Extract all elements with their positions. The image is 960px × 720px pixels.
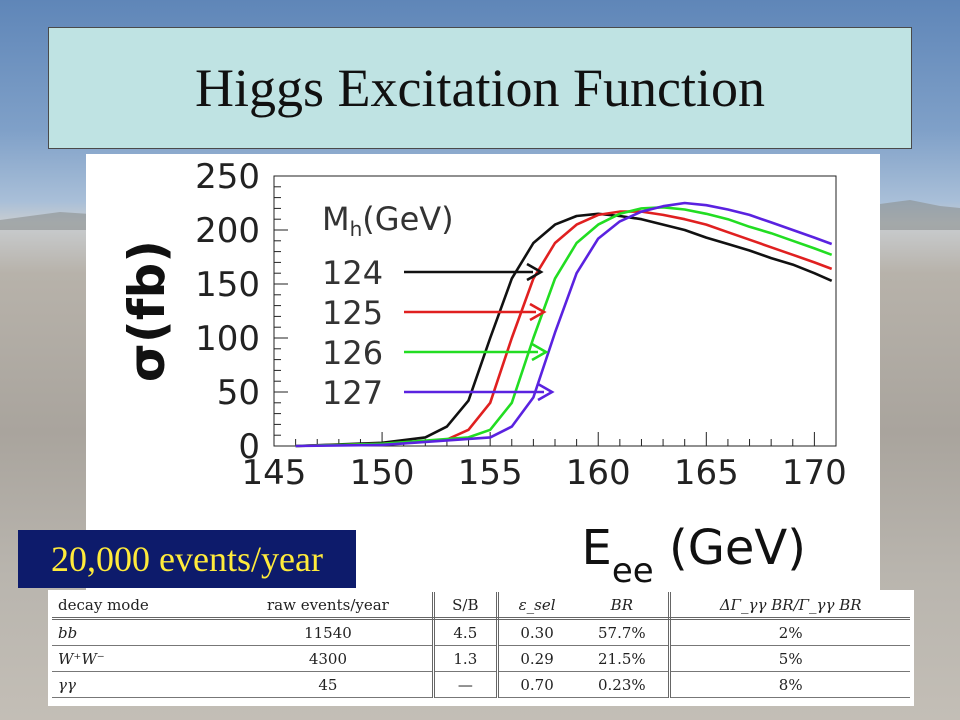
cell-delta-gamma: 5% [669, 645, 910, 672]
cell-eps-sel: 0.29 [497, 645, 576, 672]
cell-raw-events: 4300 [224, 645, 435, 672]
cell-delta-gamma: 8% [669, 671, 910, 698]
x-axis-label-subscript: ee [612, 551, 654, 590]
cell-br: 0.23% [575, 671, 672, 698]
legend-label-127: 127 [322, 374, 383, 412]
legend-title-unit: (GeV) [362, 200, 453, 238]
series-line-127 [295, 201, 833, 448]
x-tick-label: 165 [674, 453, 739, 493]
title-banner: Higgs Excitation Function [48, 27, 912, 149]
x-tick-label: 145 [242, 453, 307, 493]
cell-delta-gamma: 2% [669, 618, 910, 646]
decay-table-panel: decay mode raw events/year S/B ε_sel BR … [48, 590, 914, 706]
x-axis-label: Eee (GeV) [582, 520, 806, 590]
decay-table: decay mode raw events/year S/B ε_sel BR … [52, 592, 910, 698]
y-tick-label: 0 [238, 427, 260, 467]
cell-decay-mode: bb [52, 618, 224, 646]
slide-title: Higgs Excitation Function [195, 58, 765, 118]
chart-panel: 0 50 100 150 200 250 145 150 155 160 165 170 Mh(GeV… [86, 154, 880, 590]
legend-arrow-head-124 [526, 262, 544, 282]
legend-arrow-head-126 [531, 342, 549, 362]
header-sb: S/B [433, 592, 499, 620]
legend-arrow-head-127 [537, 382, 555, 402]
cell-br: 57.7% [575, 618, 672, 646]
y-tick-label: 250 [195, 157, 260, 197]
legend-arrow-head-125 [529, 302, 547, 322]
x-tick-label: 160 [566, 453, 631, 493]
series-line-126 [295, 206, 833, 448]
events-per-year-label: 20,000 events/year [51, 539, 323, 579]
x-tick-label: 155 [458, 453, 523, 493]
y-tick-label: 100 [195, 319, 260, 359]
excitation-chart: 0 50 100 150 200 250 145 150 155 160 165 170 Mh(GeV… [118, 157, 847, 590]
cell-sb: 4.5 [433, 618, 499, 646]
table-row: bb 11540 4.5 0.30 57.7% 2% [52, 618, 910, 646]
x-tick-label: 150 [350, 453, 415, 493]
cell-raw-events: 11540 [224, 618, 435, 646]
header-eps-sel: ε_sel [497, 592, 576, 620]
cell-decay-mode: γγ [52, 671, 224, 698]
header-raw-events: raw events/year [224, 592, 435, 620]
legend-title: Mh(GeV) [322, 200, 454, 241]
cell-sb: — [433, 671, 499, 698]
series-line-125 [295, 210, 833, 448]
chart-axes: 0 50 100 150 200 250 145 150 155 160 165 170 [195, 157, 847, 493]
cell-eps-sel: 0.30 [497, 618, 576, 646]
table-header-row: decay mode raw events/year S/B ε_sel BR … [52, 592, 910, 620]
cell-sb: 1.3 [433, 645, 499, 672]
legend-title-subscript: h [350, 217, 363, 241]
header-delta-gamma: ΔΓ_γγ BR/Γ_γγ BR [669, 592, 910, 620]
x-axis-label-unit: (GeV) [654, 520, 806, 576]
events-per-year-badge: 20,000 events/year [18, 530, 356, 588]
header-br: BR [575, 592, 672, 620]
cell-eps-sel: 0.70 [497, 671, 576, 698]
legend-label-126: 126 [322, 334, 383, 372]
legend-label-125: 125 [322, 294, 383, 332]
table-row: γγ 45 — 0.70 0.23% 8% [52, 671, 910, 698]
legend-label-124: 124 [322, 254, 383, 292]
y-axis-label: σ(fb) [118, 240, 176, 382]
cell-br: 21.5% [575, 645, 672, 672]
x-tick-label: 170 [782, 453, 847, 493]
header-decay-mode: decay mode [52, 592, 224, 620]
y-tick-label: 50 [217, 373, 260, 413]
series-line-124 [295, 212, 833, 448]
cell-decay-mode: W⁺W⁻ [52, 645, 224, 672]
y-tick-label: 150 [195, 265, 260, 305]
table-row: W⁺W⁻ 4300 1.3 0.29 21.5% 5% [52, 645, 910, 672]
y-tick-label: 200 [195, 211, 260, 251]
cell-raw-events: 45 [224, 671, 435, 698]
chart-curves [295, 201, 833, 448]
